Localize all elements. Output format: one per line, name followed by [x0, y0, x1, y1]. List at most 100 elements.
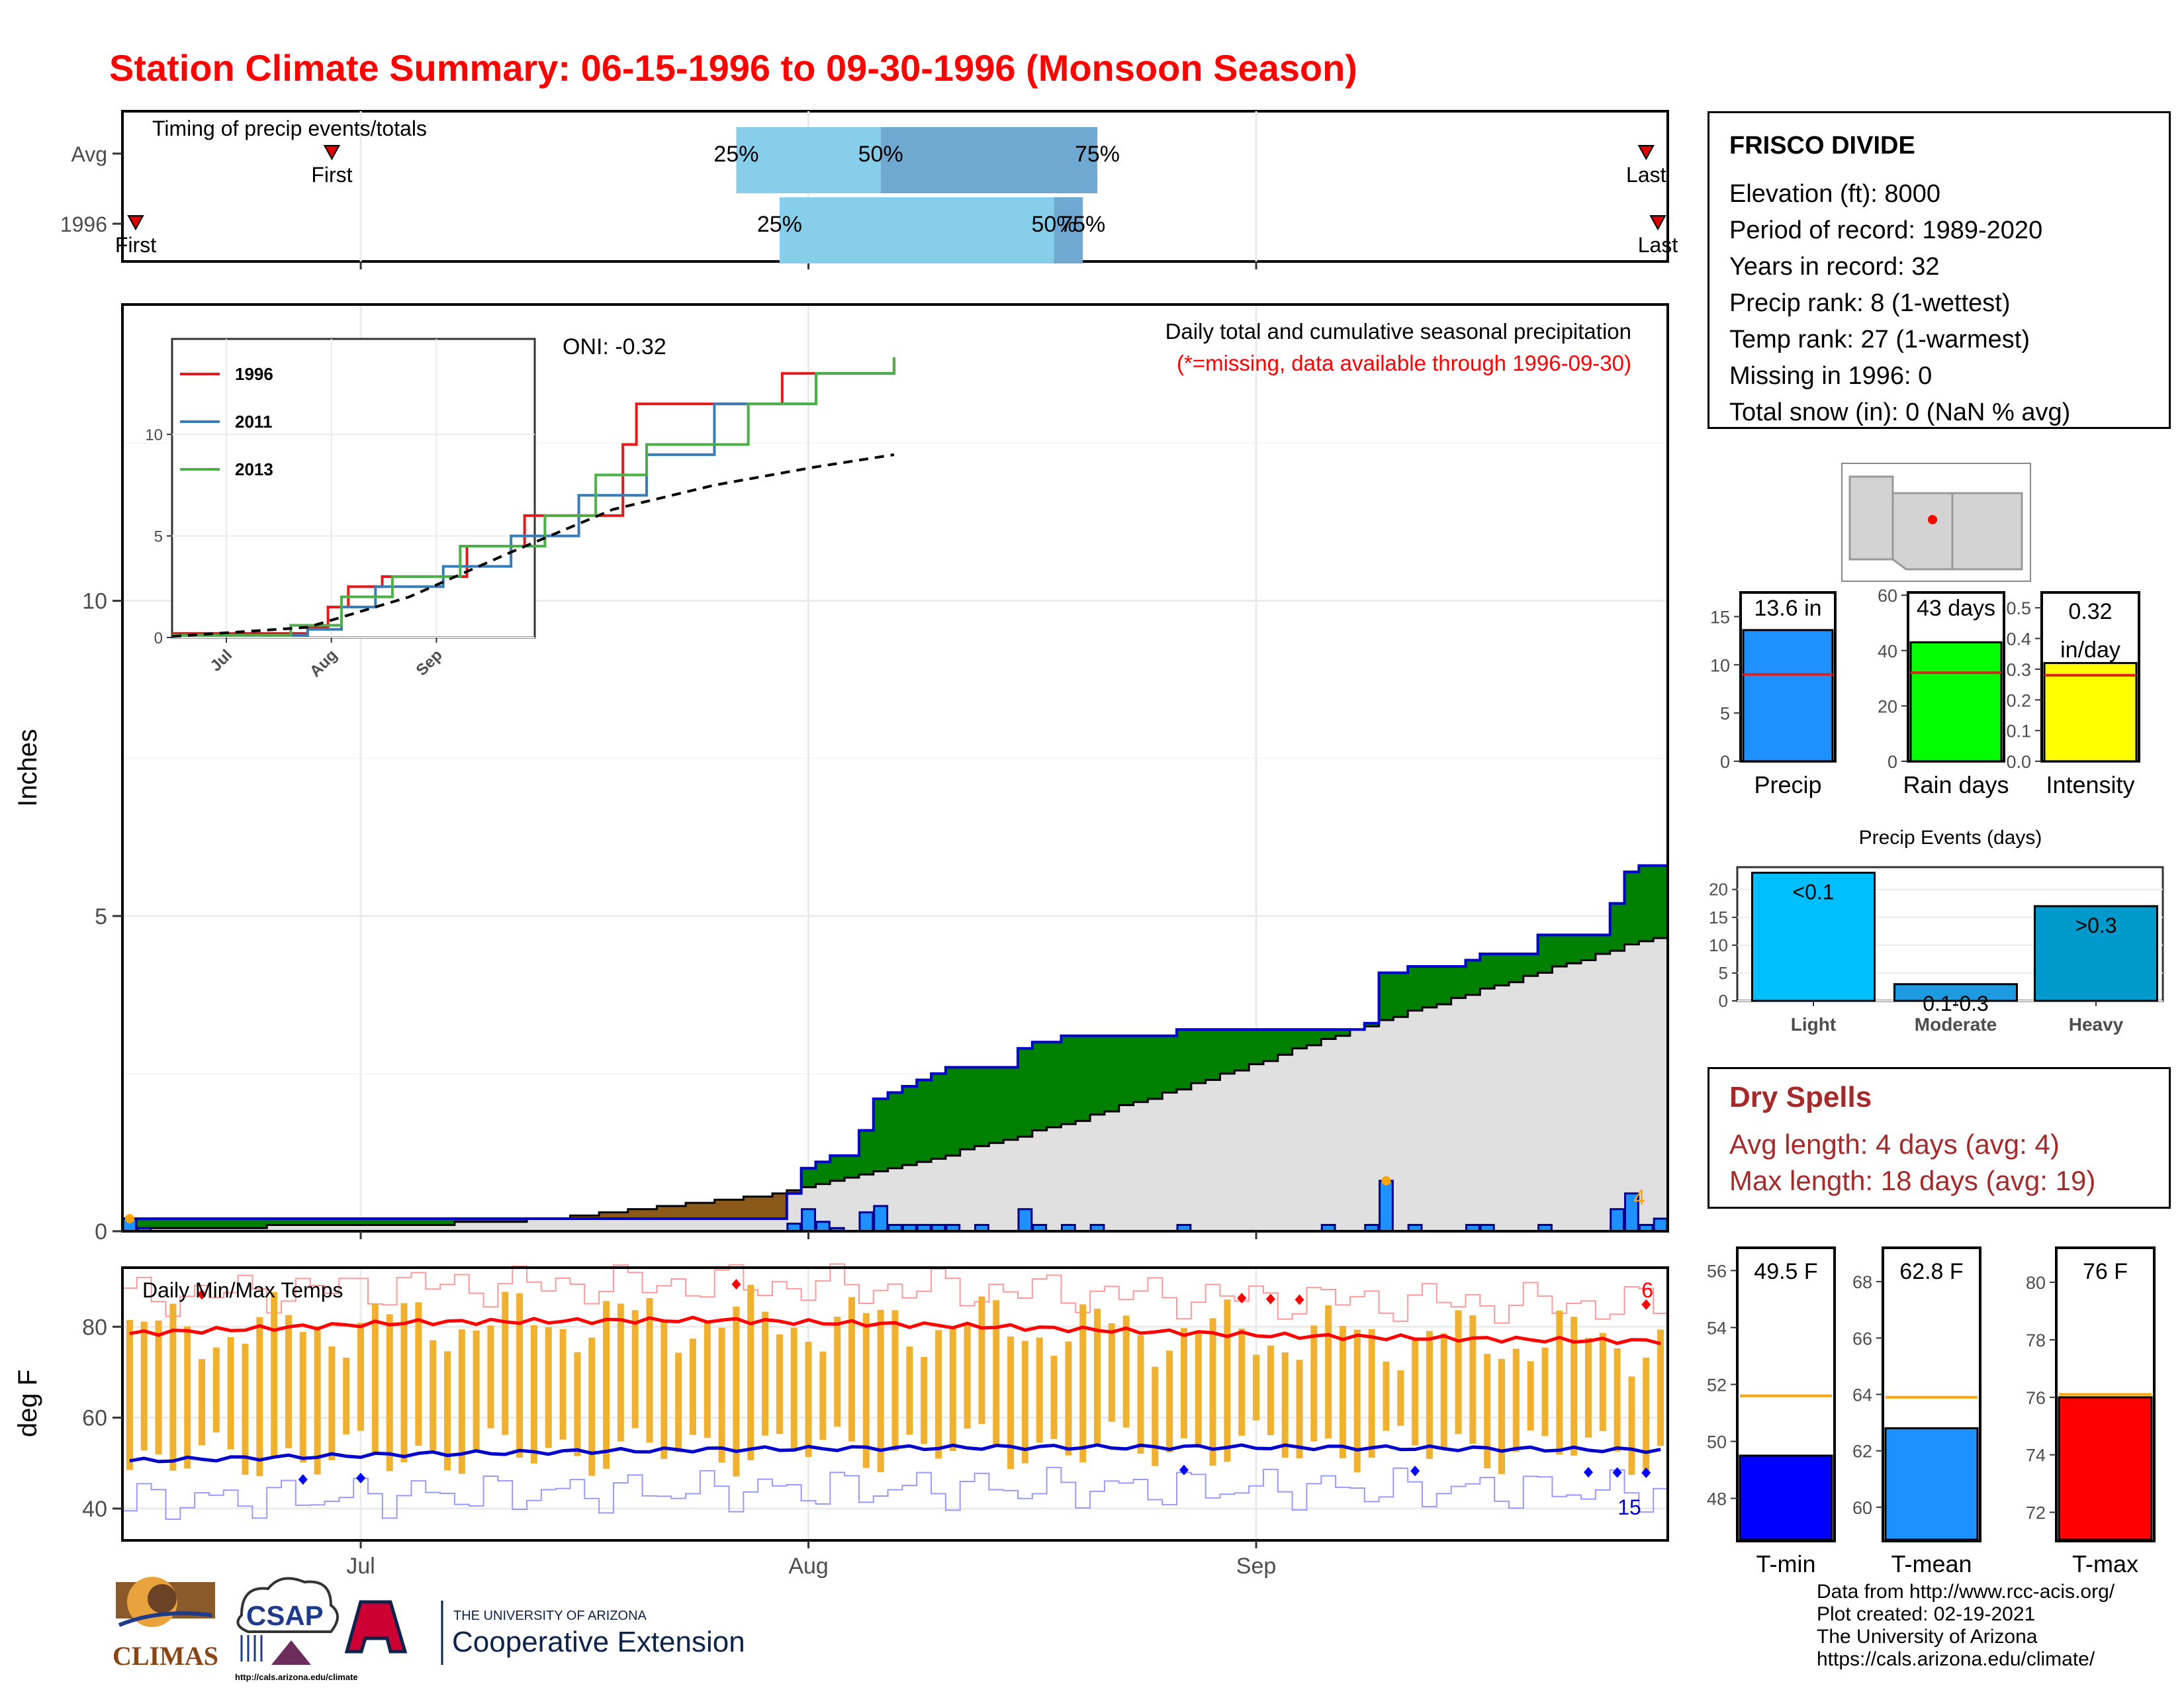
- daily-temp-bar: [242, 1343, 249, 1475]
- timing-p75-label: 75%: [1075, 142, 1120, 167]
- tempbar-ytick-label: 54: [1707, 1318, 1727, 1338]
- above-avg-segment: [223, 1218, 239, 1229]
- daily-temp-bar: [444, 1351, 451, 1471]
- daily-temp-bar: [1397, 1370, 1404, 1426]
- daily-temp-bar: [1253, 1354, 1260, 1421]
- above-avg-segment: [887, 1092, 903, 1168]
- above-avg-segment: [483, 1218, 498, 1222]
- daily-temp-bar: [430, 1340, 437, 1450]
- above-avg-segment: [1639, 865, 1654, 941]
- temp-ytick-label: 60: [82, 1406, 107, 1431]
- above-avg-segment: [512, 1218, 527, 1222]
- station-period: Period of record: 1989-2020: [1729, 216, 2043, 244]
- above-avg-segment: [1046, 1042, 1062, 1127]
- daily-precip-bar: [1017, 1208, 1033, 1231]
- timing-first-marker: [127, 215, 144, 231]
- daily-temp-bar: [328, 1346, 336, 1460]
- climas-logo-text: CLIMAS: [113, 1641, 218, 1671]
- summary-ytick-label: 0.3: [2006, 660, 2031, 680]
- daily-precip-bar: [887, 1223, 903, 1231]
- events-ytick-label: 0: [1719, 991, 1728, 1011]
- above-avg-segment: [1552, 935, 1567, 966]
- above-avg-segment: [1336, 1029, 1351, 1036]
- record-high-marker: [1237, 1293, 1247, 1304]
- daily-temp-bar: [1079, 1304, 1087, 1463]
- above-avg-segment: [440, 1218, 455, 1225]
- normal-high-line: [129, 1315, 1661, 1346]
- above-avg-segment: [367, 1218, 383, 1225]
- record-low-marker: [1641, 1467, 1651, 1478]
- daily-precip-bar: [931, 1223, 946, 1231]
- tempbar-ytick-label: 68: [1852, 1272, 1872, 1292]
- tempbar-value-label: 49.5 F: [1754, 1259, 1817, 1284]
- daily-precip-bar: [815, 1221, 831, 1231]
- record-high-marker: [1265, 1293, 1275, 1305]
- daily-temp-bar: [1412, 1338, 1419, 1446]
- below-avg-segment: [584, 1215, 600, 1219]
- daily-precip-bar: [1943, 1225, 1956, 1231]
- summary-ytick-label: 0.1: [2006, 722, 2031, 741]
- above-avg-segment: [1032, 1042, 1048, 1131]
- daily-temp-bar: [1094, 1309, 1101, 1444]
- daily-temp-bar: [415, 1302, 422, 1446]
- below-avg-segment: [570, 1215, 585, 1219]
- temp-ytick-label: 80: [82, 1315, 107, 1340]
- below-avg-segment: [729, 1199, 744, 1219]
- timing-bar-50-75: [880, 127, 1098, 193]
- daily-temp-bar: [1310, 1325, 1318, 1442]
- timing-last-marker: [1649, 215, 1666, 231]
- station-name: FRISCO DIVIDE: [1729, 132, 1915, 160]
- temp-xtick-label: Jul: [346, 1554, 375, 1579]
- above-avg-segment: [1653, 865, 1668, 939]
- above-avg-segment: [353, 1218, 369, 1225]
- tempbar-category-label: T-max: [2072, 1550, 2138, 1577]
- daily-temp-bar: [1527, 1361, 1534, 1430]
- above-avg-segment: [830, 1155, 845, 1181]
- inset-ytick-label: 5: [154, 528, 163, 546]
- record-high-marker: [1295, 1294, 1304, 1305]
- above-avg-segment: [1075, 1035, 1091, 1121]
- daily-temp-bar: [400, 1303, 408, 1463]
- above-avg-segment: [858, 1130, 874, 1175]
- events-category-label: Moderate: [1915, 1014, 1997, 1035]
- daily-temp-bar: [1469, 1315, 1477, 1444]
- tempbar-ytick-label: 80: [2026, 1273, 2046, 1293]
- daily-temp-bar: [1498, 1358, 1506, 1474]
- daily-temp-bar: [1383, 1361, 1390, 1431]
- precip-ytick-label: 0: [95, 1219, 107, 1244]
- tempbar-value-label: 76 F: [2083, 1259, 2128, 1284]
- above-avg-segment: [195, 1218, 210, 1229]
- station-years: Years in record: 32: [1729, 253, 1940, 281]
- daily-temp-bar: [299, 1332, 306, 1463]
- dry-spells-avg: Avg length: 4 days (avg: 4): [1729, 1129, 2060, 1160]
- daily-temp-bar: [1007, 1336, 1015, 1470]
- daily-temp-bar: [964, 1325, 971, 1429]
- record-precip-marker: [1381, 1176, 1391, 1186]
- daily-temp-bar: [1353, 1329, 1361, 1473]
- timing-p50-label: 50%: [1032, 212, 1077, 237]
- daily-temp-bar: [1224, 1299, 1231, 1462]
- temp-frame: [121, 1266, 1669, 1542]
- daily-temp-bar: [1050, 1356, 1058, 1439]
- below-avg-segment: [627, 1209, 643, 1219]
- daily-precip-bar: [1653, 1217, 1668, 1231]
- record-precip-marker: [124, 1213, 134, 1223]
- tempbar-ytick-label: 48: [1707, 1489, 1727, 1509]
- summary-ytick-label: 0.0: [2006, 752, 2031, 772]
- below-avg-segment: [758, 1196, 773, 1219]
- tempbar-ytick-label: 76: [2026, 1388, 2046, 1408]
- summary-value-unit: in/day: [2060, 637, 2120, 663]
- summary-bar: [2043, 662, 2138, 763]
- below-avg-segment: [613, 1212, 629, 1219]
- above-avg-segment: [1379, 972, 1394, 1020]
- daily-temp-bar: [1122, 1315, 1130, 1428]
- record-low-marker: [356, 1472, 366, 1483]
- daily-temp-bar: [1484, 1354, 1491, 1469]
- daily-temp-bar: [1426, 1331, 1433, 1459]
- above-avg-segment: [136, 1218, 152, 1229]
- daily-temp-bar: [169, 1303, 177, 1471]
- tempbar-category-label: T-min: [1756, 1550, 1816, 1577]
- daily-temp-bar: [1440, 1333, 1447, 1448]
- daily-temp-bar: [1166, 1350, 1173, 1452]
- summary-category-label: Rain days: [1903, 771, 2009, 798]
